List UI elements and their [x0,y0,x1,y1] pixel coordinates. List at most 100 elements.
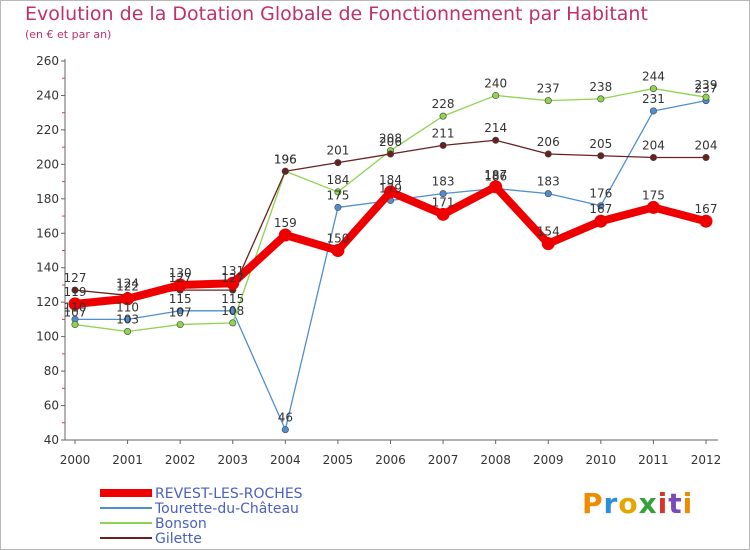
data-point-revest-les-roches [699,214,713,228]
y-tick-label: 40 [44,433,59,447]
data-point-tourette-du-ch-teau [439,190,447,198]
data-point-revest-les-roches [331,244,345,257]
data-label-gilette: 204 [695,138,718,152]
data-point-revest-les-roches [68,297,82,311]
data-point-revest-les-roches [384,185,397,199]
data-label-bonson: 103 [116,312,139,326]
x-tick-label: 2000 [60,453,91,467]
data-point-tourette-du-ch-teau [229,307,237,315]
y-tick-label: 160 [36,226,59,240]
data-point-tourette-du-ch-teau [544,190,552,198]
data-point-gilette [492,136,500,144]
data-point-bonson [492,91,500,99]
logo-letter: r [603,487,619,520]
data-point-revest-les-roches [436,207,450,221]
data-label-bonson: 184 [326,173,349,187]
data-label-tourette-du-ch-teau: 186 [484,169,507,183]
data-point-revest-les-roches [226,276,240,290]
data-point-revest-les-roches [121,292,135,306]
series-bonson [71,85,710,335]
x-tick-label: 2010 [586,453,617,467]
data-label-bonson: 107 [169,306,192,320]
data-point-bonson [439,112,447,120]
data-label-tourette-du-ch-teau: 46 [278,411,293,425]
data-label-bonson: 208 [379,132,402,146]
data-label-revest-les-roches: 154 [537,225,560,239]
data-point-revest-les-roches [594,214,608,228]
data-label-revest-les-roches: 167 [589,202,612,216]
data-point-tourette-du-ch-teau [334,203,342,211]
data-label-revest-les-roches: 167 [695,202,718,216]
data-point-revest-les-roches [489,180,503,194]
series-revest-les-roches [68,180,713,311]
data-label-gilette: 201 [326,144,349,158]
data-label-bonson: 107 [64,306,87,320]
legend-label-bonson: Bonson [155,516,207,532]
data-point-bonson [176,321,184,329]
data-point-revest-les-roches [541,237,555,251]
y-tick-label: 100 [36,330,59,344]
x-tick-label: 2002 [165,453,196,467]
y-tick-label: 80 [44,364,59,378]
data-point-gilette [702,153,710,161]
data-label-bonson: 228 [432,97,455,111]
legend-label-revest-les-roches: REVEST-LES-ROCHES [155,486,303,502]
x-tick-label: 2004 [270,453,301,467]
y-tick-label: 60 [44,399,59,413]
data-label-bonson: 240 [484,76,507,90]
logo-letter: i [657,487,669,520]
data-point-gilette [439,141,447,149]
data-label-gilette: 206 [379,135,402,149]
data-point-bonson [124,327,132,335]
axes: 40 60 80 100 120 140 160 180 200 220 240 260 2000 200… [36,54,721,467]
data-point-tourette-du-ch-teau [281,426,289,434]
legend-label-tourette-du-ch-teau: Tourette-du-Château [154,501,299,517]
data-point-gilette [386,150,394,158]
chart-subtitle: (en € et par an) [25,28,112,41]
logo-letter: t [668,487,683,520]
data-label-bonson: 244 [642,70,665,84]
data-label-gilette: 196 [274,152,297,166]
data-label-revest-les-roches: 131 [221,264,244,278]
logo-letter: o [618,487,639,520]
x-tick-label: 2001 [112,453,143,467]
data-label-gilette: 127 [64,271,87,285]
data-label-gilette: 204 [642,138,665,152]
data-point-bonson [334,188,342,196]
data-label-revest-les-roches: 184 [379,173,402,187]
data-label-bonson: 239 [695,78,718,92]
data-label-gilette: 205 [589,137,612,151]
data-label-gilette: 127 [169,271,192,285]
data-label-bonson: 238 [589,80,612,94]
y-tick-label: 260 [36,54,59,68]
data-point-bonson [71,321,79,329]
data-label-bonson: 237 [537,82,560,96]
data-point-bonson [702,93,710,101]
logo-letter: x [638,487,658,520]
data-point-gilette [71,286,79,294]
y-tick-label: 120 [36,295,59,309]
data-labels: 110 110 115 115 46 175 179 183 186 183 176 231 237 10… [64,70,718,425]
data-label-tourette-du-ch-teau: 183 [537,175,560,189]
data-label-tourette-du-ch-teau: 110 [116,300,139,314]
y-tick-label: 220 [36,123,59,137]
y-tick-label: 180 [36,192,59,206]
data-label-tourette-du-ch-teau: 179 [379,182,402,196]
data-label-gilette: 211 [432,126,455,140]
x-tick-label: 2005 [323,453,354,467]
data-label-revest-les-roches: 150 [326,232,349,246]
data-label-tourette-du-ch-teau: 110 [64,300,87,314]
data-point-bonson [229,319,237,327]
data-label-gilette: 206 [537,135,560,149]
data-label-tourette-du-ch-teau: 183 [432,175,455,189]
data-label-gilette: 124 [116,276,139,290]
data-label-revest-les-roches: 175 [642,188,665,202]
data-label-bonson: 196 [274,152,297,166]
data-point-gilette [544,150,552,158]
data-label-revest-les-roches: 159 [274,216,297,230]
data-point-tourette-du-ch-teau [176,307,184,315]
data-label-revest-les-roches: 187 [484,168,507,182]
x-tick-label: 2006 [375,453,406,467]
data-point-bonson [649,85,657,93]
